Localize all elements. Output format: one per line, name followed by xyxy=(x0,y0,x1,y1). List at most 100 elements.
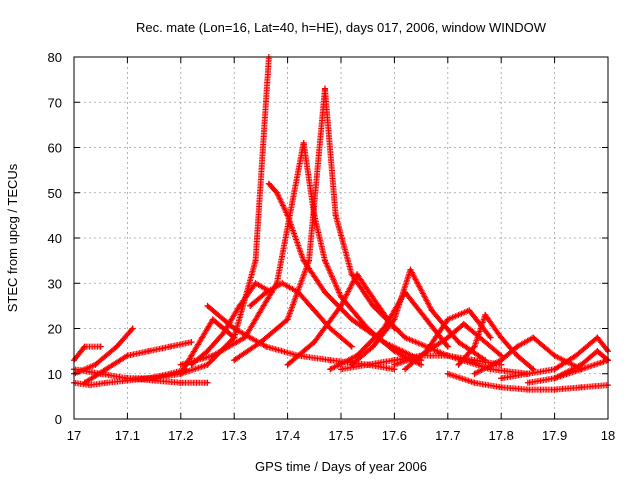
data-point xyxy=(231,357,238,364)
chart-title: Rec. mate (Lon=16, Lat=40, h=HE), days 0… xyxy=(136,20,547,35)
data-point xyxy=(220,330,227,337)
x-tick-label: 17.2 xyxy=(168,428,193,443)
data-point xyxy=(428,307,435,314)
y-tick-label: 70 xyxy=(48,95,62,110)
data-point xyxy=(594,334,601,341)
data-point xyxy=(370,302,377,309)
series-18 xyxy=(402,307,494,373)
series-22 xyxy=(498,334,611,382)
data-point xyxy=(455,339,462,346)
data-point xyxy=(444,316,451,323)
data-point xyxy=(498,375,505,382)
data-point xyxy=(423,316,430,323)
data-point xyxy=(284,316,291,323)
data-point xyxy=(471,379,478,386)
data-point xyxy=(204,379,211,386)
series-11 xyxy=(204,302,398,373)
data-point xyxy=(348,316,355,323)
data-point xyxy=(444,343,451,350)
y-tick-label: 20 xyxy=(48,322,62,337)
y-tick-labels: 0 10 20 30 40 50 60 70 80 xyxy=(48,50,62,427)
data-point xyxy=(327,325,334,332)
data-point xyxy=(295,289,302,296)
data-point xyxy=(370,343,377,350)
data-point xyxy=(252,257,259,264)
data-point xyxy=(375,302,382,309)
data-point xyxy=(236,302,243,309)
x-tick-labels: 17 17.1 17.2 17.3 17.4 17.5 17.6 17.7 17.8 17.9 18 xyxy=(67,428,615,443)
series-4 xyxy=(81,339,195,386)
data-point xyxy=(391,361,398,368)
y-tick-label: 40 xyxy=(48,231,62,246)
x-tick-label: 17.3 xyxy=(222,428,247,443)
data-point xyxy=(402,366,409,373)
data-point xyxy=(268,289,275,296)
data-point xyxy=(188,352,195,359)
series-26 xyxy=(188,280,275,368)
data-point xyxy=(471,343,478,350)
y-tick-label: 10 xyxy=(48,367,62,382)
data-point xyxy=(348,343,355,350)
data-point xyxy=(498,384,505,391)
data-point xyxy=(177,379,184,386)
data-point xyxy=(524,386,531,393)
series-9 xyxy=(231,85,328,364)
x-tick-label: 17.1 xyxy=(115,428,140,443)
data-point xyxy=(551,386,558,393)
data-point xyxy=(487,334,494,341)
data-point xyxy=(572,352,579,359)
data-point xyxy=(327,366,334,373)
y-tick-label: 0 xyxy=(55,412,62,427)
data-point xyxy=(321,289,328,296)
data-point xyxy=(364,325,371,332)
series-markers xyxy=(231,85,328,364)
data-point xyxy=(284,361,291,368)
data-point xyxy=(124,352,131,359)
data-point xyxy=(311,307,318,314)
data-point xyxy=(300,257,307,264)
data-point xyxy=(327,357,334,364)
data-point xyxy=(87,382,94,389)
data-point xyxy=(204,302,211,309)
data-point xyxy=(594,348,601,355)
data-point xyxy=(423,348,430,355)
x-tick-label: 17.5 xyxy=(328,428,353,443)
data-point xyxy=(199,334,206,341)
x-tick-label: 17.6 xyxy=(382,428,407,443)
data-point xyxy=(391,348,398,355)
data-point xyxy=(466,307,473,314)
data-point xyxy=(348,271,355,278)
data-point xyxy=(92,361,99,368)
x-tick-label: 17.8 xyxy=(489,428,514,443)
data-point xyxy=(578,361,585,368)
data-point xyxy=(177,370,184,377)
x-tick-label: 17.4 xyxy=(275,428,300,443)
data-point xyxy=(231,334,238,341)
data-point xyxy=(209,316,216,323)
y-tick-label: 60 xyxy=(48,141,62,156)
data-point xyxy=(332,212,339,219)
data-point xyxy=(551,366,558,373)
data-point xyxy=(265,180,272,187)
data-point xyxy=(418,361,425,368)
data-point xyxy=(103,366,110,373)
x-tick-label: 18 xyxy=(601,428,615,443)
data-point xyxy=(530,334,537,341)
data-point xyxy=(167,343,174,350)
data-point xyxy=(391,316,398,323)
data-point xyxy=(305,257,312,264)
data-point xyxy=(321,85,328,92)
data-points xyxy=(71,54,611,393)
y-tick-label: 30 xyxy=(48,276,62,291)
x-tick-label: 17 xyxy=(67,428,81,443)
data-point xyxy=(311,339,318,346)
data-point xyxy=(514,343,521,350)
data-point xyxy=(188,361,195,368)
data-point xyxy=(444,352,451,359)
data-point xyxy=(460,320,467,327)
data-point xyxy=(444,370,451,377)
data-point xyxy=(113,343,120,350)
series-8 xyxy=(300,139,425,368)
